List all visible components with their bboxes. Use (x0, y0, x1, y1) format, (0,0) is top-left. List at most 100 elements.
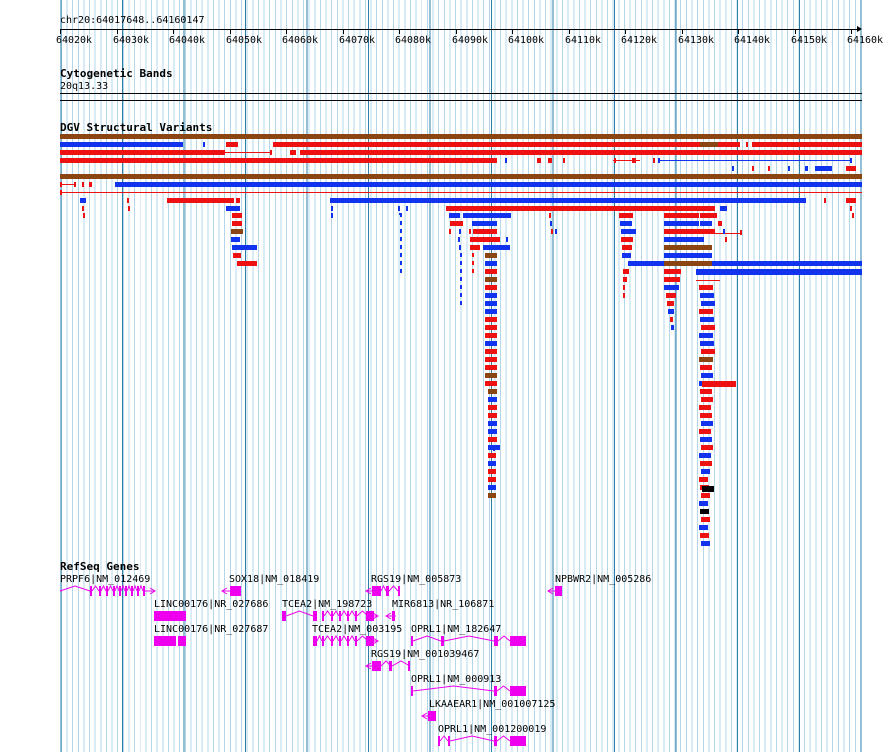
structural-variant[interactable] (701, 517, 710, 522)
structural-variant[interactable] (720, 206, 727, 211)
structural-variant[interactable] (488, 389, 497, 394)
structural-variant[interactable] (732, 166, 734, 171)
structural-variant[interactable] (273, 142, 700, 147)
gene-exon[interactable] (339, 636, 341, 646)
structural-variant[interactable] (621, 237, 633, 242)
structural-variant[interactable] (667, 301, 674, 306)
structural-variant[interactable] (331, 206, 333, 211)
structural-variant[interactable] (623, 293, 625, 298)
structural-variant[interactable] (701, 469, 710, 474)
structural-variant[interactable] (664, 229, 676, 234)
gene-exon[interactable] (322, 611, 324, 621)
gene-exon[interactable] (441, 636, 444, 646)
structural-variant[interactable] (470, 245, 480, 250)
structural-variant[interactable] (400, 245, 402, 249)
strand-arrow[interactable] (372, 637, 379, 645)
gene-label[interactable]: LINC00176|NR_027686 (154, 599, 269, 610)
structural-variant[interactable] (449, 229, 451, 234)
structural-variant[interactable] (400, 261, 402, 265)
gene-intron[interactable] (443, 635, 495, 642)
structural-variant[interactable] (700, 437, 712, 442)
gene-exon[interactable] (438, 736, 440, 746)
structural-variant[interactable] (664, 213, 699, 218)
structural-variant[interactable] (699, 333, 713, 338)
strand-arrow[interactable] (372, 612, 379, 620)
structural-variant[interactable] (472, 253, 474, 257)
structural-variant[interactable] (115, 182, 862, 187)
structural-variant[interactable] (699, 477, 708, 482)
gene-exon[interactable] (355, 611, 357, 621)
structural-variant[interactable] (460, 277, 462, 281)
structural-variant[interactable] (700, 533, 709, 538)
structural-variant[interactable] (715, 213, 717, 218)
structural-variant[interactable] (400, 213, 402, 217)
structural-variant[interactable] (472, 269, 474, 273)
structural-variant[interactable] (846, 198, 856, 203)
structural-variant[interactable] (60, 142, 183, 147)
structural-variant[interactable] (550, 221, 552, 226)
structural-variant[interactable] (699, 501, 708, 506)
structural-variant[interactable] (60, 182, 62, 187)
gene-exon[interactable] (106, 586, 108, 596)
structural-variant[interactable] (664, 285, 679, 290)
structural-variant[interactable] (700, 221, 712, 226)
structural-variant[interactable] (460, 285, 462, 289)
structural-variant[interactable] (623, 277, 627, 282)
structural-variant[interactable] (485, 301, 497, 306)
structural-variant[interactable] (718, 142, 740, 147)
gene-exon[interactable] (331, 611, 333, 621)
gene-intron[interactable] (120, 584, 126, 592)
structural-variant[interactable] (450, 221, 463, 226)
structural-variant[interactable] (622, 245, 632, 250)
gene-exon[interactable] (143, 586, 145, 596)
structural-variant[interactable] (700, 317, 714, 322)
structural-variant[interactable] (670, 317, 673, 322)
gene-intron[interactable] (449, 735, 495, 742)
structural-variant[interactable] (696, 280, 720, 281)
structural-variant[interactable] (237, 261, 257, 266)
structural-variant[interactable] (563, 158, 565, 163)
gene-label[interactable]: PRPF6|NM_012469 (60, 574, 151, 585)
gene-intron[interactable] (59, 585, 91, 592)
structural-variant[interactable] (330, 198, 806, 203)
structural-variant[interactable] (488, 485, 496, 490)
structural-variant[interactable] (768, 166, 770, 171)
structural-variant[interactable] (485, 253, 497, 258)
structural-variant[interactable] (700, 365, 712, 370)
gene-exon[interactable] (322, 636, 324, 646)
structural-variant[interactable] (60, 134, 862, 139)
gene-label[interactable]: OPRL1|NM_000913 (411, 674, 502, 685)
gene-intron[interactable] (138, 584, 144, 592)
gene-intron[interactable] (348, 635, 356, 642)
gene-label[interactable]: MIR6813|NR_106871 (392, 599, 495, 610)
structural-variant[interactable] (459, 229, 461, 234)
structural-variant[interactable] (702, 381, 736, 387)
structural-variant[interactable] (506, 237, 508, 242)
structural-variant[interactable] (740, 230, 742, 235)
structural-variant[interactable] (231, 229, 243, 234)
structural-variant[interactable] (458, 237, 460, 242)
structural-variant[interactable] (400, 253, 402, 257)
gene-intron[interactable] (100, 584, 107, 592)
structural-variant[interactable] (473, 229, 497, 234)
structural-variant[interactable] (700, 341, 714, 346)
gene-label[interactable]: TCEA2|NM_003195 (312, 624, 403, 635)
gene-exon[interactable] (339, 611, 341, 621)
structural-variant[interactable] (460, 269, 462, 273)
gene-exon[interactable] (347, 611, 349, 621)
structural-variant[interactable] (460, 261, 462, 265)
gene-intron[interactable] (107, 584, 114, 592)
structural-variant[interactable] (699, 357, 713, 362)
gene-label[interactable]: NPBWR2|NM_005286 (555, 574, 652, 585)
structural-variant[interactable] (488, 461, 496, 466)
structural-variant[interactable] (805, 166, 808, 171)
structural-variant[interactable] (485, 373, 497, 378)
structural-variant[interactable] (459, 245, 461, 250)
structural-variant[interactable] (622, 253, 631, 258)
structural-variant[interactable] (701, 301, 715, 306)
structural-variant[interactable] (666, 293, 676, 298)
structural-variant[interactable] (82, 206, 84, 211)
structural-variant[interactable] (463, 213, 511, 218)
